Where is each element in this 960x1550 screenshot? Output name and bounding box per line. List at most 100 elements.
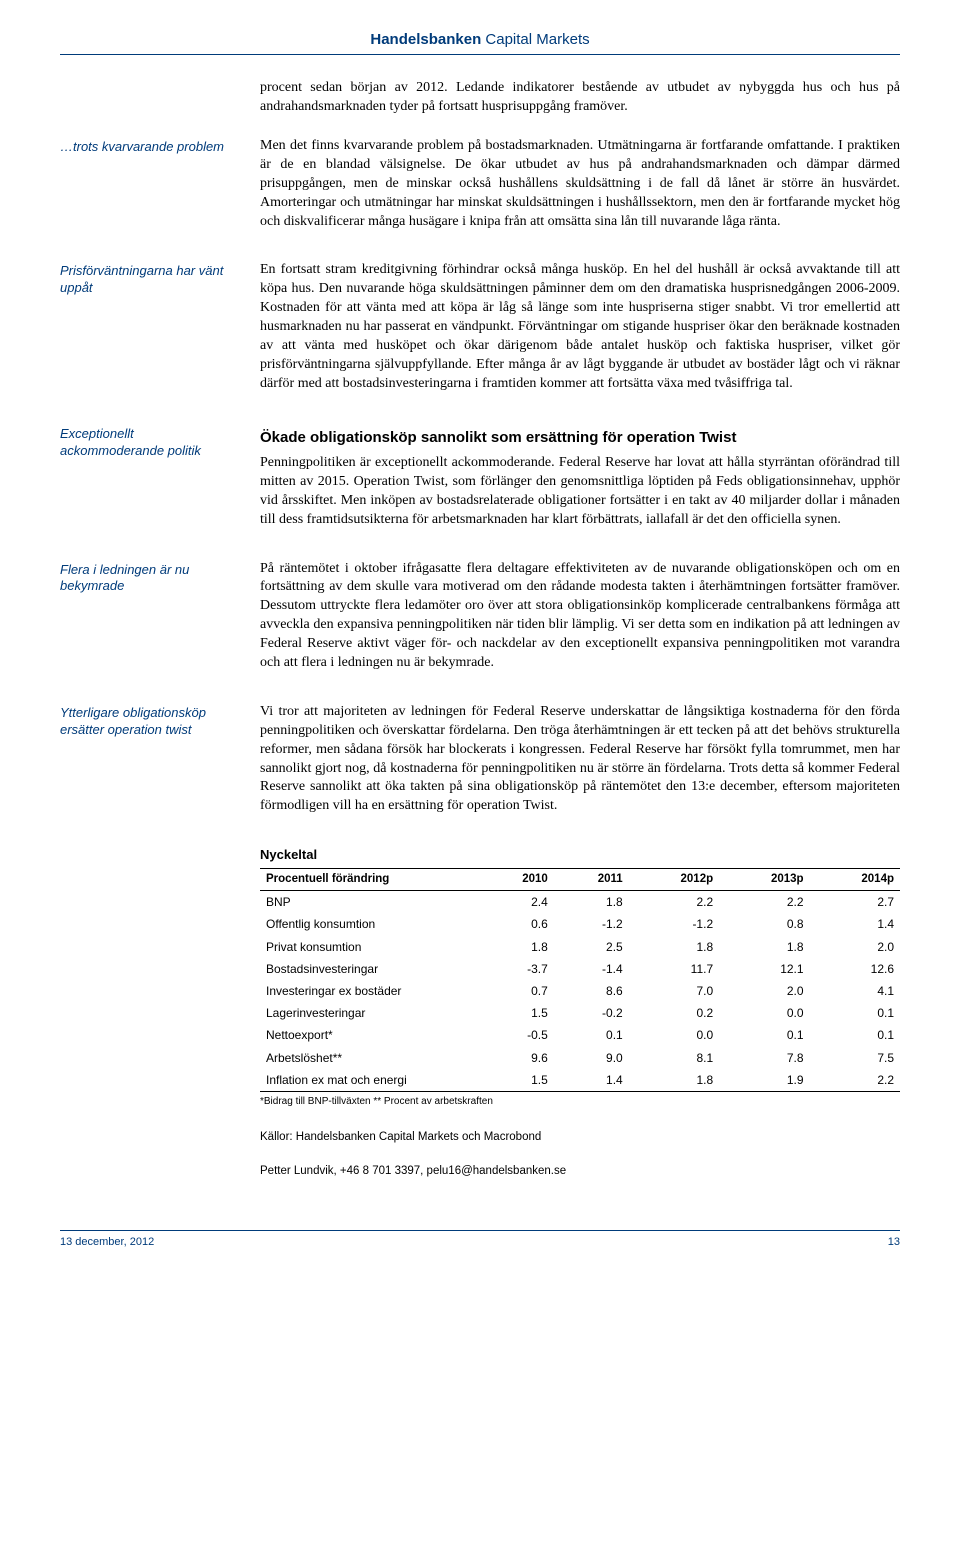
row-value: 0.0 bbox=[719, 1002, 809, 1024]
body-text: Vi tror att majoriteten av ledningen för… bbox=[260, 703, 900, 828]
row-value: 1.4 bbox=[554, 1069, 629, 1092]
row-value: 1.5 bbox=[478, 1002, 554, 1024]
author-line: Petter Lundvik, +46 8 701 3397, pelu16@h… bbox=[260, 1164, 900, 1180]
body-text: En fortsatt stram kreditgivning förhindr… bbox=[260, 261, 900, 405]
paragraph: Penningpolitiken är exceptionellt ackomm… bbox=[260, 454, 900, 530]
row-value: 1.9 bbox=[719, 1069, 809, 1092]
row-value: 1.5 bbox=[478, 1069, 554, 1092]
row-value: 7.0 bbox=[629, 980, 719, 1002]
table-header-cell: 2011 bbox=[554, 868, 629, 891]
table-row: Privat konsumtion1.82.51.81.82.0 bbox=[260, 936, 900, 958]
section: Flera i ledningen är nu bekymradePå ränt… bbox=[60, 560, 900, 685]
table-row: Nettoexport*-0.50.10.00.10.1 bbox=[260, 1024, 900, 1046]
row-value: 1.8 bbox=[629, 936, 719, 958]
table-row: Lagerinvesteringar1.5-0.20.20.00.1 bbox=[260, 1002, 900, 1024]
row-value: 1.4 bbox=[810, 913, 900, 935]
subheading: Ökade obligationsköp sannolikt som ersät… bbox=[260, 428, 900, 448]
table-row: Bostadsinvesteringar-3.7-1.411.712.112.6 bbox=[260, 958, 900, 980]
row-value: 0.0 bbox=[629, 1024, 719, 1046]
body-text: På räntemötet i oktober ifrågasatte fler… bbox=[260, 560, 900, 685]
row-label: BNP bbox=[260, 891, 478, 914]
row-label: Offentlig konsumtion bbox=[260, 913, 478, 935]
sources-line: Källor: Handelsbanken Capital Markets oc… bbox=[260, 1130, 900, 1146]
paragraph: Vi tror att majoriteten av ledningen för… bbox=[260, 703, 900, 816]
row-value: 2.7 bbox=[810, 891, 900, 914]
row-value: 0.8 bbox=[719, 913, 809, 935]
row-value: 1.8 bbox=[719, 936, 809, 958]
row-value: 2.2 bbox=[719, 891, 809, 914]
side-label: Exceptionellt ackommoderande politik bbox=[60, 424, 260, 542]
table-row: Offentlig konsumtion0.6-1.2-1.20.81.4 bbox=[260, 913, 900, 935]
brand-rest: Capital Markets bbox=[481, 31, 589, 48]
row-value: -1.2 bbox=[554, 913, 629, 935]
row-label: Investeringar ex bostäder bbox=[260, 980, 478, 1002]
row-label: Nettoexport* bbox=[260, 1024, 478, 1046]
row-value: 2.2 bbox=[810, 1069, 900, 1092]
table-row: BNP2.41.82.22.22.7 bbox=[260, 891, 900, 914]
row-value: 0.1 bbox=[810, 1024, 900, 1046]
paragraph: En fortsatt stram kreditgivning förhindr… bbox=[260, 261, 900, 393]
kpi-table: Procentuell förändring201020112012p2013p… bbox=[260, 868, 900, 1092]
body-text: Ökade obligationsköp sannolikt som ersät… bbox=[260, 424, 900, 542]
row-value: 1.8 bbox=[554, 891, 629, 914]
intro-paragraph: procent sedan början av 2012. Ledande in… bbox=[260, 79, 900, 117]
footer-date: 13 december, 2012 bbox=[60, 1235, 154, 1250]
footer-page-number: 13 bbox=[888, 1235, 900, 1250]
row-label: Arbetslöshet** bbox=[260, 1047, 478, 1069]
table-header-cell: 2013p bbox=[719, 868, 809, 891]
row-value: 1.8 bbox=[629, 1069, 719, 1092]
row-label: Inflation ex mat och energi bbox=[260, 1069, 478, 1092]
page-header: Handelsbanken Capital Markets bbox=[60, 30, 900, 55]
row-value: 0.1 bbox=[810, 1002, 900, 1024]
side-label: …trots kvarvarande problem bbox=[60, 137, 260, 243]
row-label: Privat konsumtion bbox=[260, 936, 478, 958]
body-text: Men det finns kvarvarande problem på bos… bbox=[260, 137, 900, 243]
row-value: 0.1 bbox=[554, 1024, 629, 1046]
side-label: Prisförväntningarna har vänt uppåt bbox=[60, 261, 260, 405]
row-value: 12.6 bbox=[810, 958, 900, 980]
row-value: -1.2 bbox=[629, 913, 719, 935]
row-value: -3.7 bbox=[478, 958, 554, 980]
table-row: Investeringar ex bostäder0.78.67.02.04.1 bbox=[260, 980, 900, 1002]
table-header-cell: 2014p bbox=[810, 868, 900, 891]
page-footer: 13 december, 2012 13 bbox=[60, 1230, 900, 1250]
row-value: -0.2 bbox=[554, 1002, 629, 1024]
row-label: Bostadsinvesteringar bbox=[260, 958, 478, 980]
paragraph: På räntemötet i oktober ifrågasatte fler… bbox=[260, 560, 900, 673]
row-value: 9.0 bbox=[554, 1047, 629, 1069]
row-value: -1.4 bbox=[554, 958, 629, 980]
row-label: Lagerinvesteringar bbox=[260, 1002, 478, 1024]
table-title: Nyckeltal bbox=[260, 846, 900, 864]
table-row: Arbetslöshet**9.69.08.17.87.5 bbox=[260, 1047, 900, 1069]
table-header-cell: 2010 bbox=[478, 868, 554, 891]
side-label: Flera i ledningen är nu bekymrade bbox=[60, 560, 260, 685]
row-value: 1.8 bbox=[478, 936, 554, 958]
row-value: 0.1 bbox=[719, 1024, 809, 1046]
row-value: 12.1 bbox=[719, 958, 809, 980]
row-value: 2.2 bbox=[629, 891, 719, 914]
paragraph: Men det finns kvarvarande problem på bos… bbox=[260, 137, 900, 231]
row-value: 9.6 bbox=[478, 1047, 554, 1069]
row-value: 8.6 bbox=[554, 980, 629, 1002]
section: Exceptionellt ackommoderande politikÖkad… bbox=[60, 424, 900, 542]
row-value: 0.7 bbox=[478, 980, 554, 1002]
row-value: 0.2 bbox=[629, 1002, 719, 1024]
section: Ytterligare obligationsköp ersätter oper… bbox=[60, 703, 900, 828]
section: Prisförväntningarna har vänt uppåtEn for… bbox=[60, 261, 900, 405]
row-value: 4.1 bbox=[810, 980, 900, 1002]
row-value: 2.0 bbox=[719, 980, 809, 1002]
row-value: 2.0 bbox=[810, 936, 900, 958]
section: …trots kvarvarande problemMen det finns … bbox=[60, 137, 900, 243]
row-value: 2.4 bbox=[478, 891, 554, 914]
table-row: Inflation ex mat och energi1.51.41.81.92… bbox=[260, 1069, 900, 1092]
row-value: 8.1 bbox=[629, 1047, 719, 1069]
row-value: 0.6 bbox=[478, 913, 554, 935]
kpi-table-block: Nyckeltal Procentuell förändring20102011… bbox=[260, 846, 900, 1108]
row-value: 2.5 bbox=[554, 936, 629, 958]
table-header-cell: 2012p bbox=[629, 868, 719, 891]
side-label: Ytterligare obligationsköp ersätter oper… bbox=[60, 703, 260, 828]
brand-bold: Handelsbanken bbox=[370, 31, 481, 48]
row-value: 7.5 bbox=[810, 1047, 900, 1069]
row-value: 7.8 bbox=[719, 1047, 809, 1069]
table-header-first: Procentuell förändring bbox=[260, 868, 478, 891]
